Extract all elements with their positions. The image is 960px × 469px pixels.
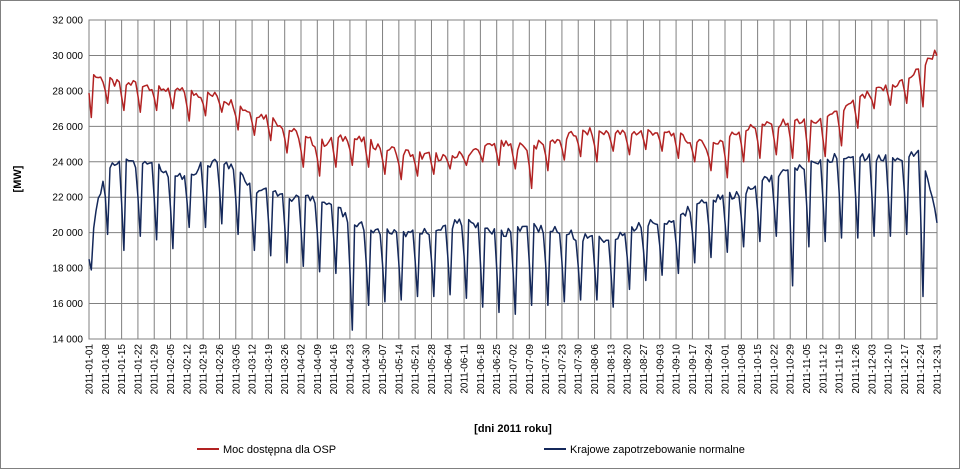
x-tick-label: 2011-05-14: [394, 344, 405, 395]
y-tick-label: 30 000: [52, 51, 83, 62]
x-tick-label: 2011-01-22: [133, 344, 144, 395]
x-tick-label: 2011-03-26: [280, 344, 291, 395]
x-tick-label: 2011-12-31: [933, 344, 944, 395]
x-tick-label: 2011-10-01: [721, 344, 732, 395]
y-axis-title: [MW]: [12, 165, 24, 192]
x-tick-label: 2011-06-18: [476, 344, 487, 395]
x-tick-label: 2011-01-08: [101, 344, 112, 395]
x-tick-label: 2011-11-12: [818, 344, 829, 394]
y-tick-label: 24 000: [52, 157, 83, 168]
x-tick-label: 2011-03-19: [264, 344, 275, 395]
y-tick-label: 22 000: [52, 193, 83, 204]
x-tick-label: 2011-04-09: [313, 344, 324, 395]
x-tick-label: 2011-05-07: [378, 344, 389, 395]
x-tick-label: 2011-01-29: [150, 344, 161, 395]
x-axis-title: [dni 2011 roku]: [474, 423, 552, 435]
x-tick-label: 2011-10-29: [786, 344, 797, 395]
x-tick-label: 2011-11-05: [802, 344, 813, 394]
x-tick-label: 2011-04-02: [297, 344, 308, 395]
x-tick-label: 2011-08-27: [639, 344, 650, 395]
x-tick-label: 2011-12-17: [900, 344, 911, 395]
x-tick-label: 2011-02-26: [215, 344, 226, 395]
x-tick-label: 2011-02-19: [199, 344, 210, 395]
y-tick-label: 26 000: [52, 122, 83, 133]
x-tick-label: 2011-08-06: [590, 344, 601, 395]
x-tick-label: 2011-01-15: [117, 344, 128, 395]
x-tick-label: 2011-02-12: [182, 344, 193, 395]
y-tick-label: 32 000: [52, 16, 83, 27]
x-tick-label: 2011-06-04: [443, 344, 454, 395]
x-tick-label: 2011-12-24: [916, 344, 927, 395]
x-tick-label: 2011-03-05: [231, 344, 242, 395]
x-tick-label: 2011-07-23: [557, 344, 568, 395]
x-axis-ticks: 2011-01-01 2011-01-08 2011-01-15 2011-01-22…: [85, 344, 944, 395]
y-tick-label: 20 000: [52, 228, 83, 239]
x-tick-label: 2011-04-23: [345, 344, 356, 395]
y-tick-label: 14 000: [52, 335, 83, 346]
x-tick-label: 2011-01-01: [85, 344, 96, 395]
x-tick-label: 2011-07-16: [541, 344, 552, 395]
x-tick-label: 2011-09-24: [704, 344, 715, 395]
x-tick-label: 2011-04-16: [329, 344, 340, 395]
x-tick-label: 2011-04-30: [362, 344, 373, 395]
x-tick-label: 2011-09-10: [672, 344, 683, 395]
x-tick-label: 2011-10-08: [737, 344, 748, 395]
x-tick-label: 2011-07-09: [525, 344, 536, 395]
series-line-0: [88, 49, 938, 190]
legend: Moc dostępna dla OSP Krajowe zapotrzebow…: [197, 444, 745, 456]
x-tick-label: 2011-05-28: [427, 344, 438, 395]
x-tick-label: 2011-10-22: [769, 344, 780, 395]
x-tick-label: 2011-08-13: [606, 344, 617, 395]
x-tick-label: 2011-09-03: [655, 344, 666, 395]
x-tick-label: 2011-06-11: [460, 344, 471, 394]
x-tick-label: 2011-11-19: [835, 344, 846, 394]
y-tick-label: 18 000: [52, 264, 83, 275]
legend-label-zapotrzebowanie: Krajowe zapotrzebowanie normalne: [570, 444, 745, 456]
x-tick-label: 2011-09-17: [688, 344, 699, 395]
series-lines: [88, 49, 938, 331]
x-tick-label: 2011-11-26: [851, 344, 862, 394]
x-tick-label: 2011-03-12: [248, 344, 259, 395]
x-tick-label: 2011-08-20: [623, 344, 634, 395]
grid-lines: [88, 19, 938, 340]
y-axis-ticks: 14 000 16 000 18 000 20 000 22 000 24 000 26 0…: [52, 16, 83, 346]
x-tick-label: 2011-10-15: [753, 344, 764, 395]
x-tick-label: 2011-07-30: [574, 344, 585, 395]
x-tick-label: 2011-07-02: [509, 344, 520, 395]
legend-label-moc-dostepna: Moc dostępna dla OSP: [223, 444, 336, 456]
x-tick-label: 2011-12-03: [867, 344, 878, 395]
x-tick-label: 2011-02-05: [166, 344, 177, 395]
x-tick-label: 2011-12-10: [884, 344, 895, 395]
x-tick-label: 2011-05-21: [411, 344, 422, 395]
x-tick-label: 2011-06-25: [492, 344, 503, 395]
y-tick-label: 16 000: [52, 299, 83, 310]
y-tick-label: 28 000: [52, 86, 83, 97]
series-line-1: [88, 149, 938, 331]
